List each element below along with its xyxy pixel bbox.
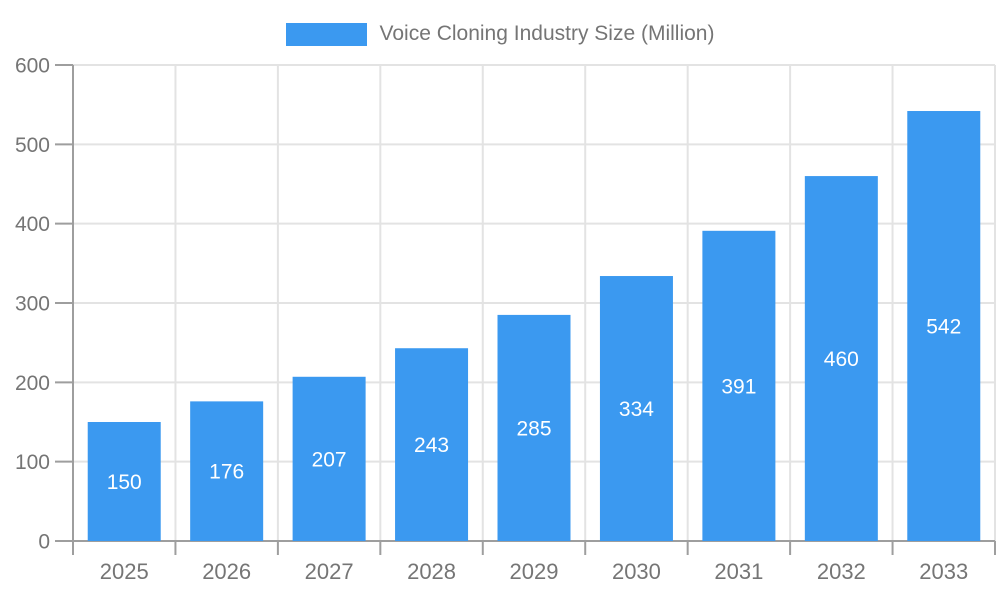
y-axis-tick-label: 200 <box>15 372 50 395</box>
y-axis-tick-label: 0 <box>38 531 50 554</box>
bar-value-label-2025: 150 <box>107 471 142 494</box>
x-axis-tick-label-2029: 2029 <box>510 559 559 584</box>
bar-value-label-2032: 460 <box>824 348 859 371</box>
bar-2029[interactable] <box>497 314 571 541</box>
bar-2025[interactable] <box>87 422 161 541</box>
y-axis-tick-label: 600 <box>15 55 50 78</box>
x-axis-tick-label-2025: 2025 <box>100 559 149 584</box>
bar-2027[interactable] <box>292 376 366 541</box>
x-axis-tick-label-2026: 2026 <box>202 559 251 584</box>
x-axis-tick-label-2028: 2028 <box>407 559 456 584</box>
bar-value-label-2026: 176 <box>209 461 244 484</box>
bar-value-label-2033: 542 <box>926 316 961 339</box>
x-axis-tick-label-2033: 2033 <box>919 559 968 584</box>
bar-2033[interactable] <box>907 111 981 541</box>
y-axis-tick-label: 300 <box>15 293 50 316</box>
bar-value-label-2029: 285 <box>516 417 551 440</box>
bar-value-label-2031: 391 <box>721 375 756 398</box>
bar-value-label-2027: 207 <box>312 448 347 471</box>
bar-2030[interactable] <box>599 276 673 541</box>
x-axis-tick-label-2030: 2030 <box>612 559 661 584</box>
bar-2032[interactable] <box>804 176 878 542</box>
y-axis-tick-label: 100 <box>15 451 50 474</box>
legend-swatch <box>285 22 367 46</box>
bar-value-label-2030: 334 <box>619 398 654 421</box>
bar-2026[interactable] <box>190 401 264 541</box>
bar-value-label-2028: 243 <box>414 434 449 457</box>
bar-2028[interactable] <box>395 348 469 541</box>
x-axis-tick-label-2032: 2032 <box>817 559 866 584</box>
legend[interactable]: Voice Cloning Industry Size (Million) <box>0 22 1000 46</box>
x-axis-tick-label-2027: 2027 <box>305 559 354 584</box>
legend-label: Voice Cloning Industry Size (Million) <box>379 22 715 45</box>
y-axis-tick-label: 400 <box>15 213 50 236</box>
y-axis-tick-label: 500 <box>15 134 50 157</box>
bar-2031[interactable] <box>702 230 776 541</box>
x-axis-tick-label-2031: 2031 <box>714 559 763 584</box>
